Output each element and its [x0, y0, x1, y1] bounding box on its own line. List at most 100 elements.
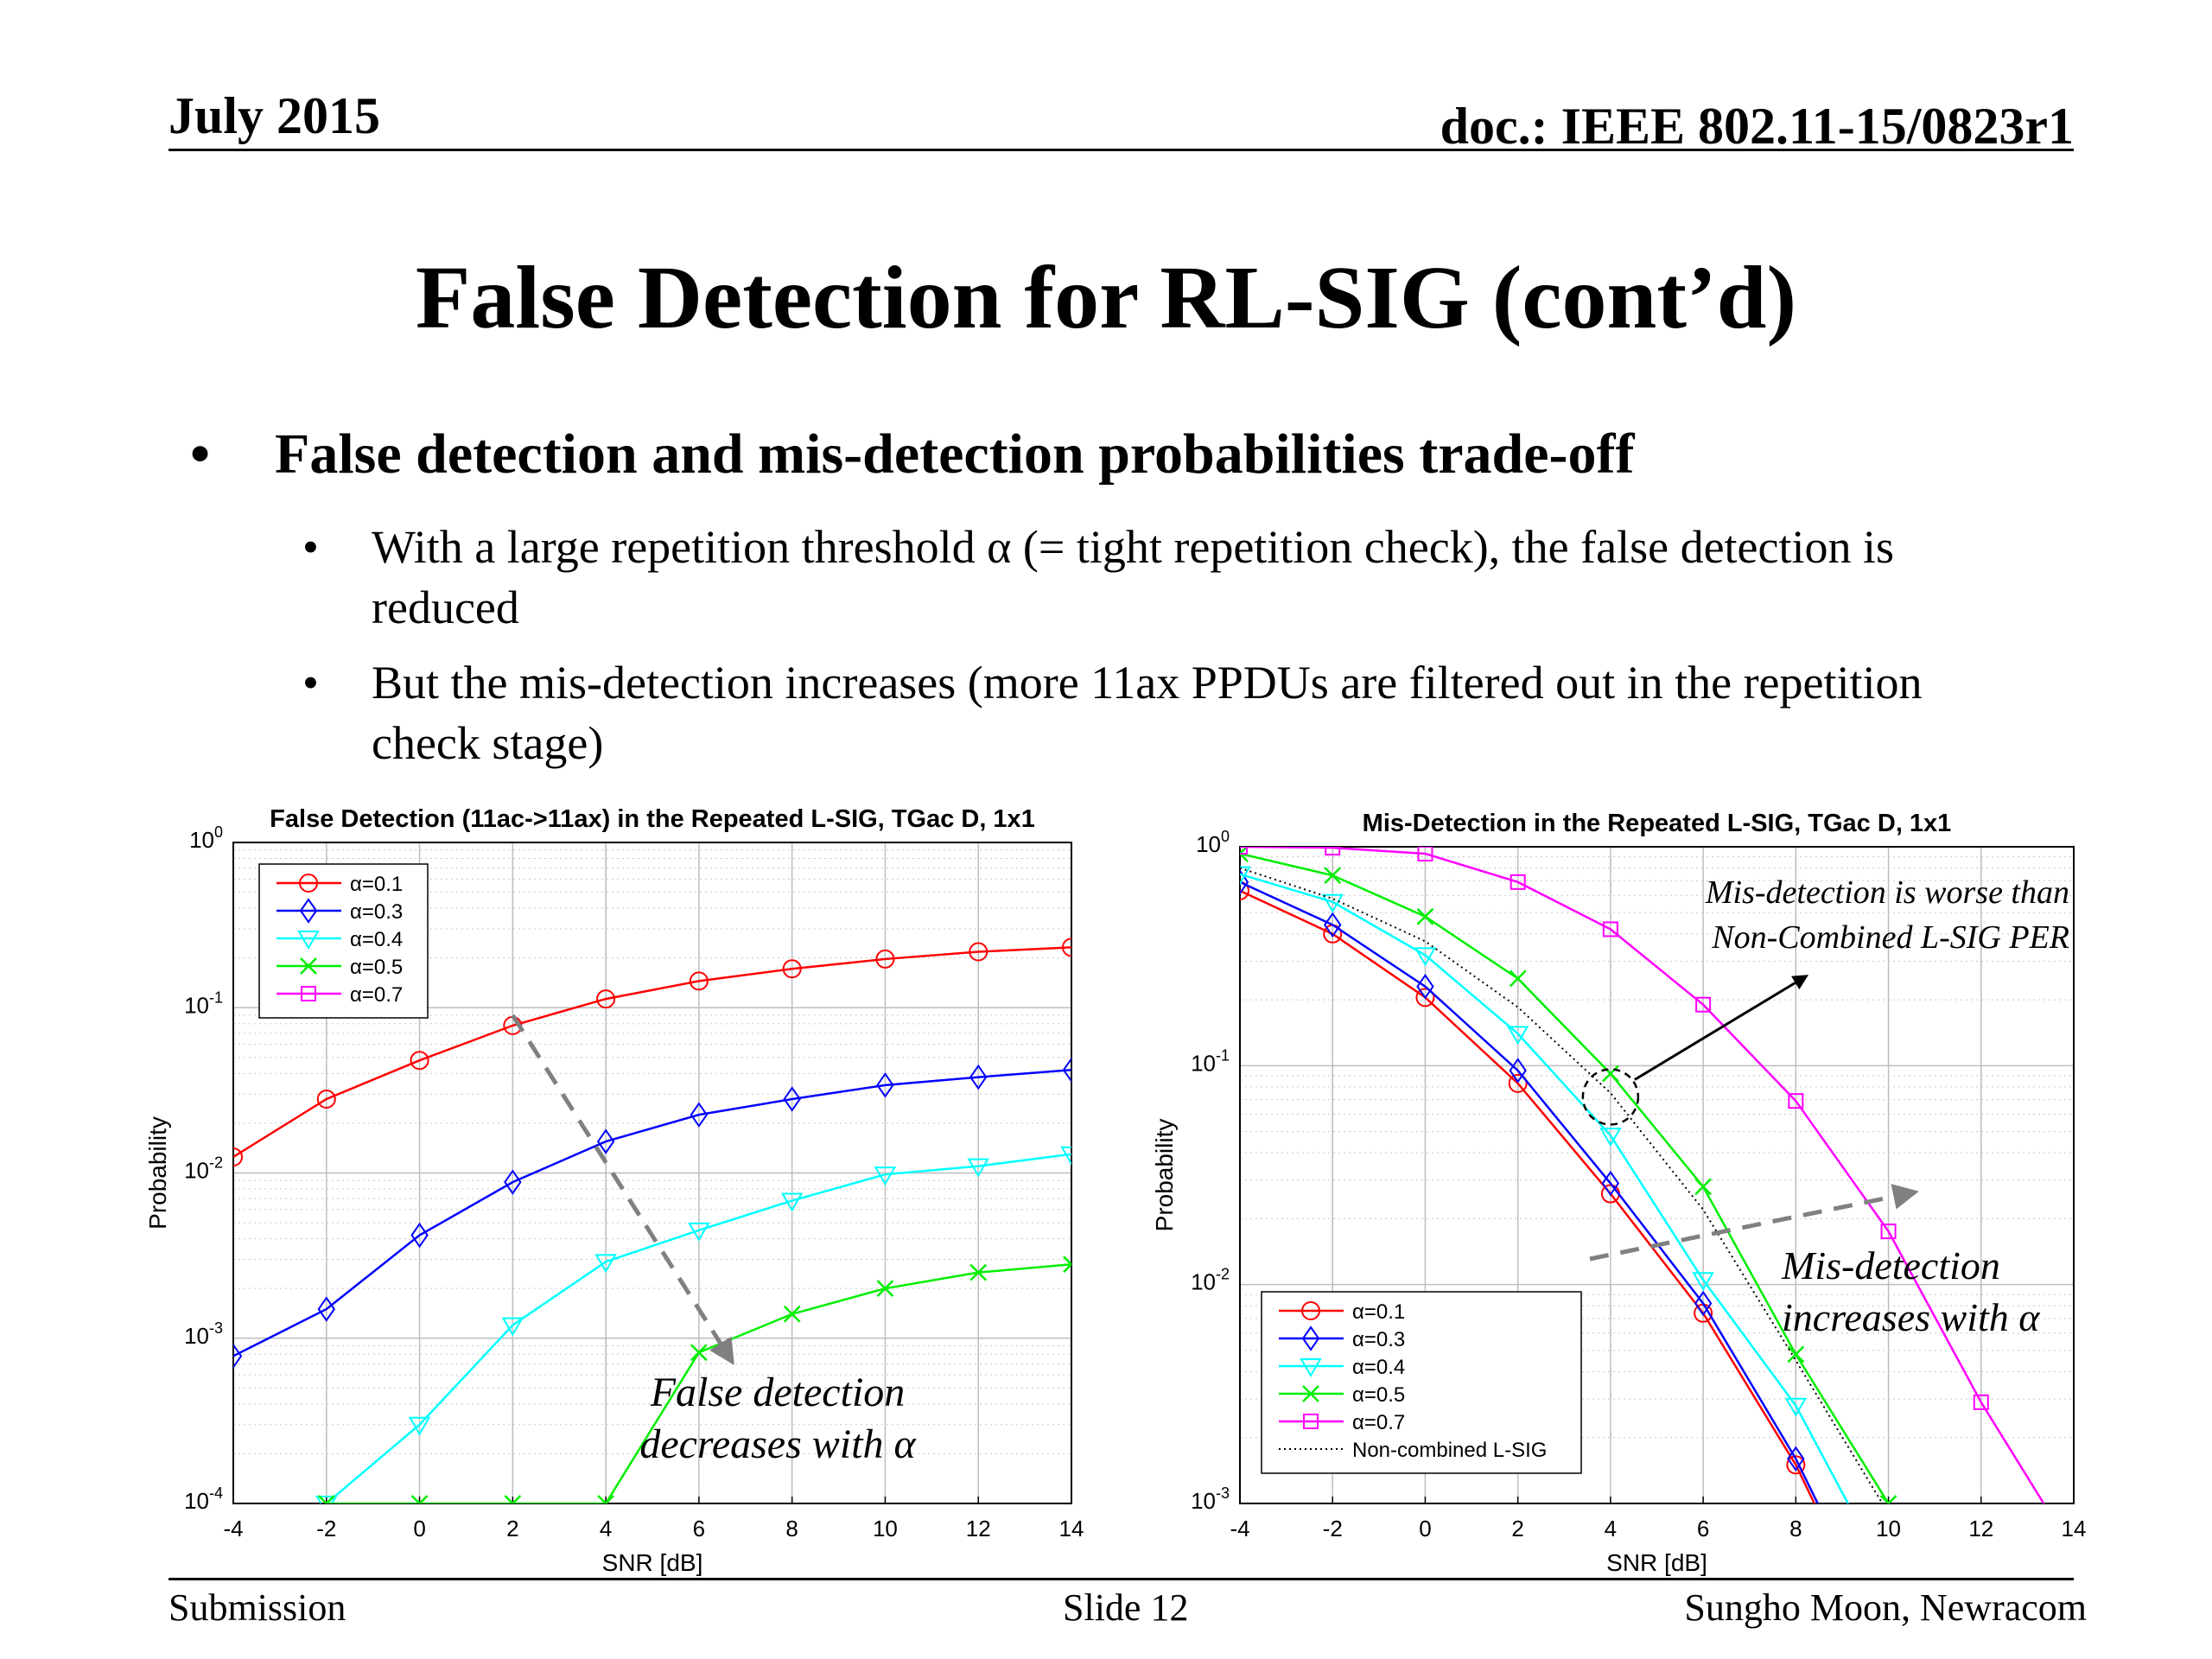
data-point: [1240, 880, 1249, 900]
series-5: [1240, 867, 1884, 1503]
data-point: [689, 971, 709, 991]
data-point: [1880, 1224, 1897, 1240]
plot-frame: [232, 842, 1072, 1504]
x-tick-label: 2: [1511, 1516, 1523, 1541]
series-line: [233, 946, 1071, 1159]
legend-label: α=0.7: [1352, 1411, 1405, 1434]
data-point: [874, 1166, 897, 1186]
annotation-line-2: decreases with α: [639, 1421, 916, 1467]
x-tick-label: 4: [600, 1516, 612, 1541]
x-tick-label: 14: [1059, 1516, 1084, 1541]
footer-slide-number: Slide 12: [1063, 1586, 1189, 1629]
header-date: July 2015: [168, 87, 381, 144]
data-point: [504, 1169, 522, 1195]
y-tick-exponent: 0: [1221, 828, 1230, 845]
annotation-increases: Mis-detection increases with α: [1781, 1243, 2040, 1339]
plot-frame: [1239, 846, 2075, 1504]
legend-label: α=0.5: [1352, 1383, 1405, 1407]
y-tick-label: 10-3: [1191, 1484, 1230, 1514]
y-tick-exponent: -1: [209, 988, 223, 1006]
sub-bullet-1-text: With a large repetition threshold α (= t…: [372, 521, 1895, 633]
data-point: [876, 1072, 894, 1098]
annotation-false-detection: False detection decreases with α: [639, 1370, 916, 1467]
data-point: [1787, 1446, 1805, 1472]
legend-marker: [297, 931, 320, 950]
data-point: [1414, 947, 1437, 967]
legend-marker: [1302, 1385, 1319, 1402]
mis-detection-chart: -4 -2 0 2 4 6 8 10 12 14 10-3 10-2 10-1 100 Mis-Detect…: [1151, 810, 2087, 1576]
legend-marker: [299, 874, 318, 893]
data-point: [504, 1495, 522, 1503]
y-tick-label: 10-2: [1191, 1266, 1230, 1295]
annotation-line-1: Mis-detection is worse than: [1705, 874, 2069, 911]
data-point: [597, 1495, 614, 1503]
legend-label: α=0.1: [350, 873, 403, 896]
data-point: [1062, 1057, 1071, 1084]
data-point: [1417, 847, 1433, 861]
data-point: [1509, 1058, 1527, 1084]
data-point: [969, 942, 988, 962]
y-tick-exponent: 0: [214, 823, 223, 841]
footer-author: Sungho Moon, Newracom: [1684, 1586, 2087, 1629]
data-point: [969, 1263, 988, 1281]
series-line: [1240, 852, 1890, 1503]
annotation-line-1: Mis-detection: [1781, 1243, 2000, 1287]
decrease-arrow: [511, 1014, 734, 1365]
series-4: [1240, 847, 2045, 1503]
y-axis-label: Probability: [1151, 1119, 1178, 1232]
legend-label: α=0.7: [350, 983, 403, 1007]
data-point: [410, 1051, 429, 1071]
data-point: [1060, 1146, 1071, 1166]
series-2: [315, 1146, 1071, 1503]
series-line: [1240, 867, 1884, 1503]
y-tick-exponent: -1: [1216, 1046, 1230, 1064]
data-point: [1695, 996, 1712, 1013]
x-tick-label: -2: [316, 1516, 336, 1541]
header-divider: [168, 149, 2074, 151]
data-point: [1602, 1065, 1619, 1083]
legend-marker: [301, 986, 316, 1001]
y-tick-exponent: -2: [1216, 1266, 1230, 1283]
x-tick-label: 8: [785, 1516, 798, 1541]
legend-label: Non-combined L-SIG: [1352, 1439, 1547, 1462]
header-doc-id: doc.: IEEE 802.11-15/0823r1: [1440, 98, 2074, 155]
data-point: [316, 1089, 336, 1109]
data-point: [1599, 1128, 1622, 1147]
series-line: [1240, 847, 2045, 1503]
data-point: [501, 1317, 524, 1337]
data-point: [690, 1344, 708, 1362]
highlight-circle: [1581, 1068, 1640, 1126]
data-point: [233, 1343, 243, 1370]
data-point: [1694, 1290, 1713, 1317]
data-point: [1509, 969, 1527, 988]
data-point: [410, 1495, 429, 1503]
x-axis-label: SNR [dB]: [1606, 1549, 1707, 1576]
legend-label: α=0.4: [350, 928, 403, 951]
series-line: [1240, 889, 1816, 1503]
bullet-dot: •: [302, 657, 319, 709]
x-tick-label: 6: [1697, 1516, 1709, 1541]
series-line: [1240, 873, 1850, 1503]
bullet-main-text: False detection and mis-detection probab…: [275, 423, 1635, 486]
data-point: [317, 1296, 335, 1322]
legend-label: α=0.5: [350, 956, 403, 979]
annotation-line-2: increases with α: [1782, 1295, 2040, 1339]
footer-divider: [168, 1578, 2074, 1580]
series-1: [233, 1057, 1071, 1370]
data-point: [233, 1147, 243, 1166]
x-tick-label: 10: [1876, 1516, 1901, 1541]
plot-area: [233, 938, 1071, 1503]
y-tick-exponent: -3: [1216, 1484, 1230, 1502]
annotation-line-2: Non-Combined L-SIG PER: [1711, 919, 2069, 956]
legend-label: α=0.1: [1352, 1300, 1405, 1324]
data-point: [1694, 1178, 1712, 1196]
series-3: [1240, 847, 1897, 1503]
data-point: [1692, 1272, 1714, 1292]
data-point: [1063, 1255, 1071, 1274]
x-tick-label: 14: [2062, 1516, 2087, 1541]
data-point: [315, 1496, 338, 1503]
data-point: [1240, 866, 1251, 886]
data-point: [1415, 988, 1435, 1007]
series-0: [233, 938, 1071, 1166]
data-point: [1416, 973, 1434, 1000]
